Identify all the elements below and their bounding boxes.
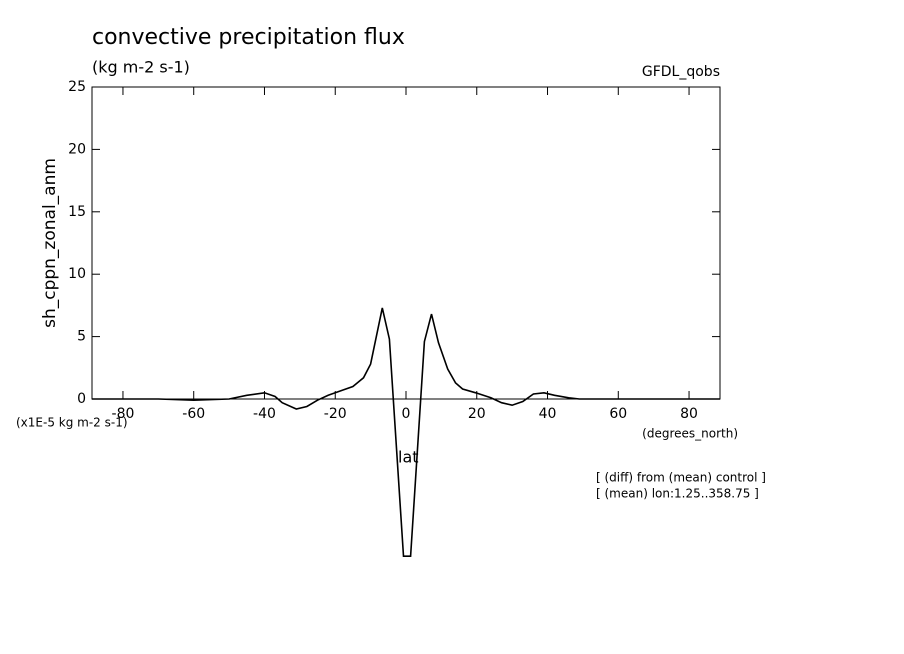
y-tick-label: 20 — [68, 141, 86, 157]
y-axis-label: sh_cppn_zonal_anm — [40, 158, 60, 328]
x-tick-label: 60 — [609, 406, 627, 422]
x-tick-label: 40 — [539, 406, 557, 422]
x-tick-label: 20 — [468, 406, 486, 422]
y-tick-label: 0 — [77, 391, 86, 407]
plot-frame — [91, 86, 721, 400]
data-line — [92, 307, 720, 558]
chart-title: convective precipitation flux — [92, 25, 405, 50]
x-tick-label: -40 — [253, 406, 276, 422]
x-tick-label: -80 — [112, 406, 135, 422]
note: [ (mean) lon:1.25..358.75 ] — [596, 487, 759, 501]
x-tick-label: 0 — [402, 406, 411, 422]
chart-subtitle: (kg m-2 s-1) — [92, 58, 190, 77]
x-axis-label: (degrees_north) — [642, 427, 738, 441]
x-tick-label: 80 — [680, 406, 698, 422]
x-tick-label: -20 — [324, 406, 347, 422]
y-tick-label: 25 — [68, 79, 86, 95]
dataset-label: GFDL_qobs — [642, 64, 720, 80]
x-name: lat — [398, 448, 419, 467]
note: [ (diff) from (mean) control ] — [596, 471, 766, 485]
y-tick-label: 5 — [77, 329, 86, 345]
y-units: (x1E-5 kg m-2 s-1) — [16, 416, 128, 430]
x-tick-label: -60 — [182, 406, 205, 422]
y-tick-label: 15 — [68, 204, 86, 220]
y-tick-label: 10 — [68, 266, 86, 282]
